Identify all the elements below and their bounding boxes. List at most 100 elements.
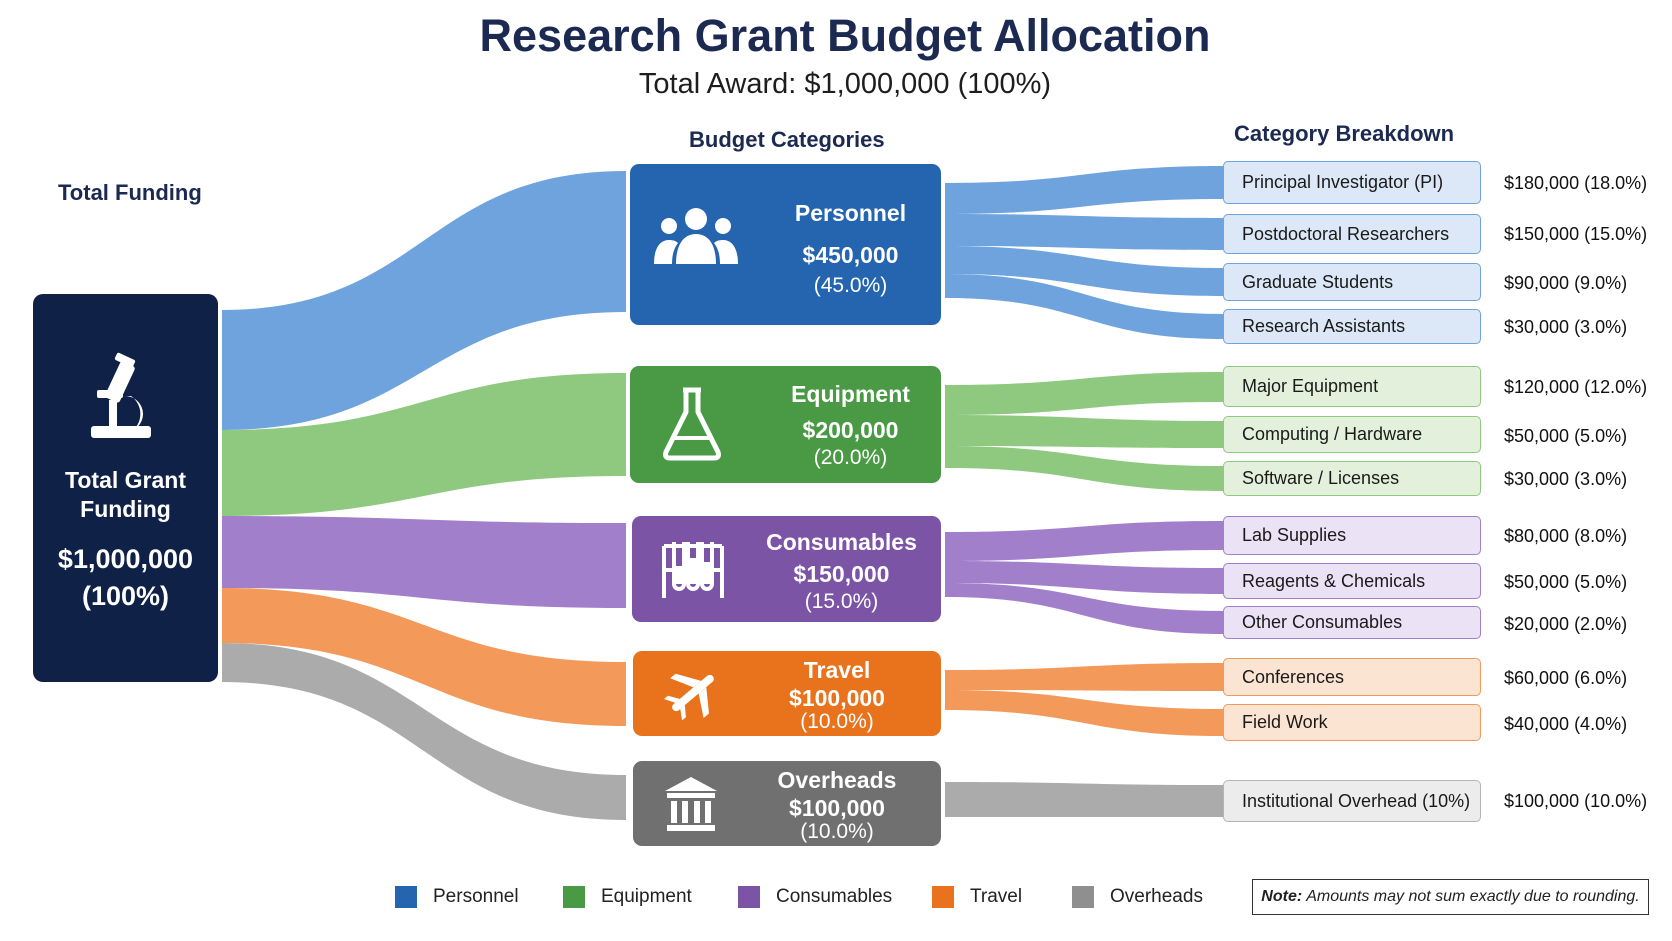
breakdown-value: $180,000 (18.0%)	[1504, 173, 1648, 193]
category-percent: (10.0%)	[800, 820, 874, 843]
breakdown-item: Principal Investigator (PI)	[1223, 161, 1481, 204]
flow-band-overheads	[222, 643, 626, 820]
breakdown-value: $100,000 (10.0%)	[1504, 791, 1648, 811]
breakdown-value: $50,000 (5.0%)	[1504, 426, 1628, 446]
legend-label: Personnel	[433, 886, 519, 907]
source-amount: $1,000,000	[57, 544, 194, 574]
legend-swatch	[563, 886, 585, 908]
legend-item-overheads: Overheads	[1072, 886, 1203, 908]
breakdown-item: Other Consumables	[1223, 606, 1481, 639]
category-node-equipment: Equipment $200,000 (20.0%)	[630, 366, 941, 483]
category-amount: $100,000	[789, 685, 885, 711]
breakdown-value: $30,000 (3.0%)	[1504, 317, 1628, 337]
source-percent: (100%)	[81, 581, 170, 611]
note-prefix: Note:	[1261, 888, 1303, 905]
category-name: Travel	[803, 657, 871, 683]
breakdown-value: $80,000 (8.0%)	[1504, 526, 1628, 546]
page-title: Research Grant Budget Allocation	[479, 10, 1211, 61]
institution-icon	[665, 777, 717, 831]
breakdown-value: $150,000 (15.0%)	[1504, 224, 1648, 244]
breakdown-item: Research Assistants	[1223, 309, 1481, 344]
flow-band-breakdown	[945, 214, 1223, 250]
breakdown-value: $60,000 (6.0%)	[1504, 668, 1628, 688]
category-node-travel: Travel $100,000 (10.0%)	[633, 651, 941, 736]
legend-item-consumables: Consumables	[738, 886, 892, 908]
breakdown-item: Institutional Overhead (10%)	[1223, 780, 1481, 822]
breakdown-item: Postdoctoral Researchers	[1223, 214, 1481, 254]
page-subtitle: Total Award: $1,000,000 (100%)	[638, 68, 1052, 100]
category-node-overheads: Overheads $100,000 (10.0%)	[633, 761, 941, 846]
breakdown-item: Reagents & Chemicals	[1223, 563, 1481, 599]
legend-label: Overheads	[1110, 886, 1203, 907]
category-amount: $450,000	[802, 242, 899, 268]
category-amount: $200,000	[802, 417, 899, 443]
source-node: Total Grant Funding $1,000,000 (100%)	[33, 294, 218, 682]
breakdown-item: Computing / Hardware	[1223, 416, 1481, 453]
category-percent: (15.0%)	[804, 590, 879, 613]
breakdown-item: Software / Licenses	[1223, 461, 1481, 496]
flow-band-travel	[222, 588, 626, 726]
category-node-personnel: Personnel $450,000 (45.0%)	[630, 164, 941, 325]
note-text: Amounts may not sum exactly due to round…	[1306, 888, 1640, 905]
flow-band-breakdown	[945, 372, 1223, 415]
flow-band-equipment	[222, 373, 626, 516]
breakdown-item: Conferences	[1223, 658, 1481, 696]
legend-swatch	[738, 886, 760, 908]
flow-band-breakdown	[945, 521, 1223, 561]
airplane-icon	[664, 673, 714, 721]
header-category-breakdown: Category Breakdown	[1234, 121, 1455, 146]
flow-band-consumables	[222, 516, 626, 608]
category-percent: (20.0%)	[813, 446, 888, 469]
breakdown-item: Graduate Students	[1223, 263, 1481, 301]
header-total-funding: Total Funding	[58, 180, 202, 205]
category-amount: $150,000	[793, 561, 890, 587]
legend-label: Travel	[970, 886, 1023, 907]
breakdown-value: $120,000 (12.0%)	[1504, 377, 1648, 397]
flow-band-breakdown	[945, 166, 1223, 214]
flow-band-breakdown	[945, 583, 1223, 634]
test-tubes-icon	[662, 542, 724, 598]
microscope-icon	[91, 352, 151, 438]
flow-band-breakdown	[945, 446, 1223, 491]
category-percent: (45.0%)	[813, 274, 888, 297]
flow-band-breakdown	[945, 561, 1223, 594]
header-budget-categories: Budget Categories	[689, 127, 885, 152]
people-icon	[654, 208, 738, 264]
legend-swatch	[1072, 886, 1094, 908]
category-amount: $100,000	[789, 795, 885, 821]
source-label-line2: Funding	[80, 496, 171, 522]
breakdown-item: Field Work	[1223, 704, 1481, 741]
source-label-line1: Total Grant	[65, 467, 186, 493]
flow-band-personnel	[222, 171, 626, 430]
category-name: Overheads	[777, 767, 897, 793]
breakdown-value: $20,000 (2.0%)	[1504, 614, 1628, 634]
category-name: Equipment	[791, 381, 910, 407]
flow-band-breakdown	[945, 246, 1223, 296]
legend-item-equipment: Equipment	[563, 886, 692, 908]
category-percent: (10.0%)	[800, 710, 874, 733]
flow-band-breakdown	[945, 690, 1223, 736]
flow-band-breakdown	[945, 782, 1223, 817]
flask-icon	[663, 387, 721, 461]
category-name: Personnel	[794, 200, 907, 226]
breakdown-item: Lab Supplies	[1223, 516, 1481, 555]
legend-item-personnel: Personnel	[395, 886, 519, 908]
category-name: Consumables	[766, 529, 917, 555]
breakdown-item: Major Equipment	[1223, 366, 1481, 407]
flow-band-breakdown	[945, 663, 1223, 691]
breakdown-value: $90,000 (9.0%)	[1504, 273, 1628, 293]
legend-item-travel: Travel	[932, 886, 1022, 908]
breakdown-value: $40,000 (4.0%)	[1504, 714, 1628, 734]
legend-label: Consumables	[776, 886, 893, 907]
legend-label: Equipment	[601, 886, 692, 907]
category-node-consumables: Consumables $150,000 (15.0%)	[632, 516, 941, 622]
legend-swatch	[932, 886, 954, 908]
rounding-note: Note: Amounts may not sum exactly due to…	[1252, 879, 1649, 915]
flow-band-breakdown	[945, 415, 1223, 448]
legend-swatch	[395, 886, 417, 908]
flow-band-breakdown	[945, 274, 1223, 339]
breakdown-value: $50,000 (5.0%)	[1504, 572, 1628, 592]
breakdown-value: $30,000 (3.0%)	[1504, 469, 1628, 489]
